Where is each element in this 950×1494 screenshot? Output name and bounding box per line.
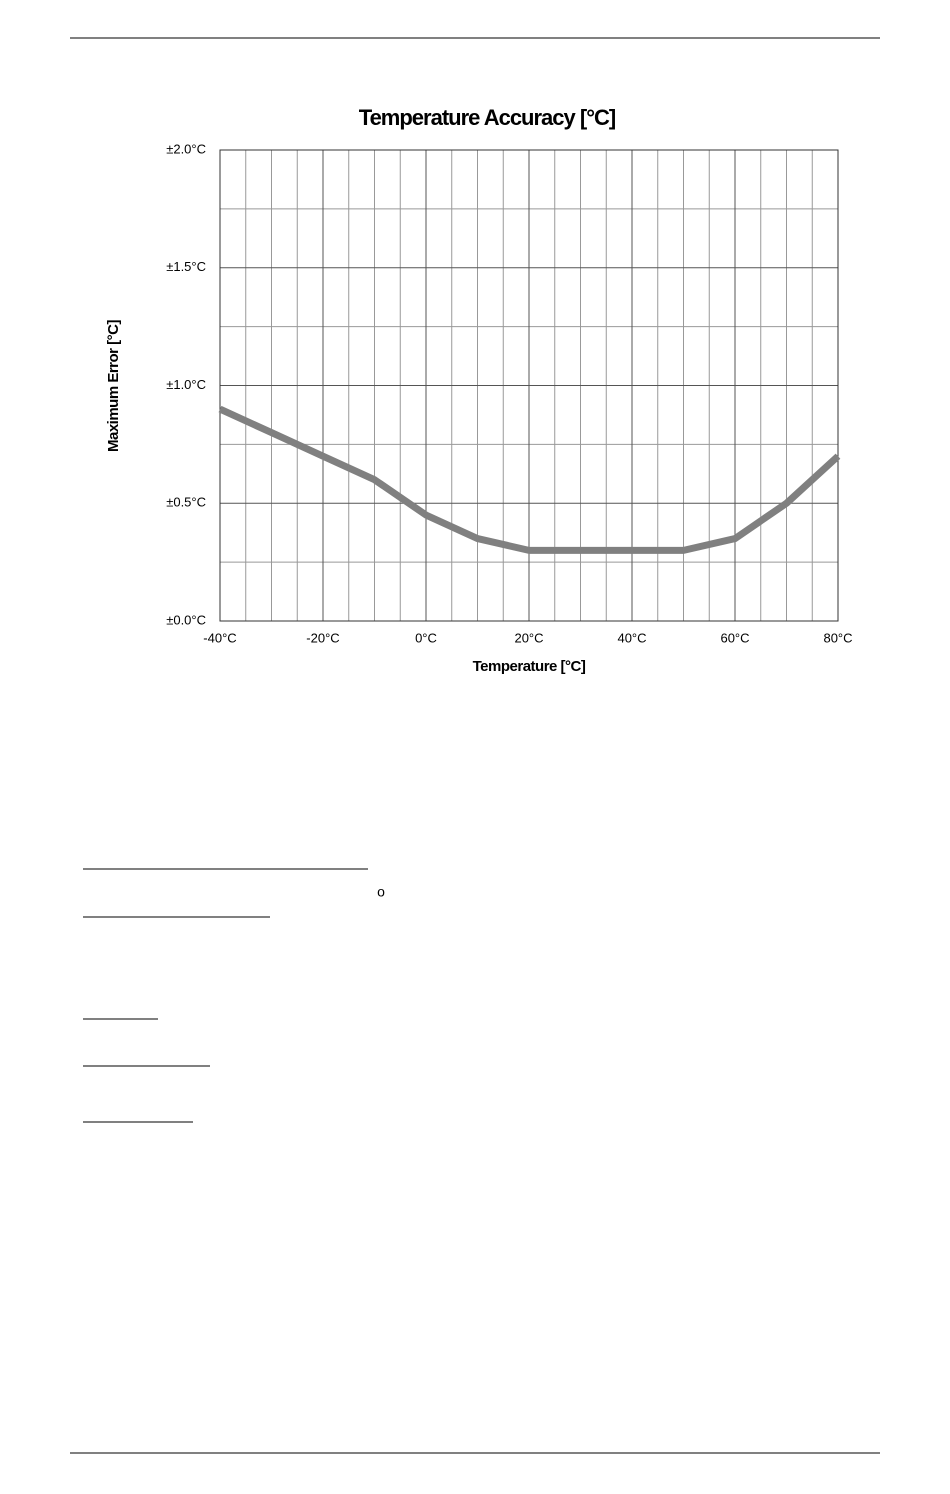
x-tick-label: -40°C [203, 630, 236, 645]
chart-title: Temperature Accuracy [°C] [359, 105, 616, 130]
x-tick-label: 80°C [823, 630, 852, 645]
y-tick-label: ±1.0°C [166, 377, 206, 392]
underlines [83, 868, 368, 1123]
x-tick-label: 0°C [415, 630, 437, 645]
x-tick-label: 60°C [720, 630, 749, 645]
x-tick-label: 40°C [617, 630, 646, 645]
x-axis-label: Temperature [°C] [473, 658, 586, 675]
x-tick-label: -20°C [306, 630, 339, 645]
y-tick-label: ±2.0°C [166, 141, 206, 156]
y-tick-label: ±0.5°C [166, 495, 206, 510]
y-axis-label: Maximum Error [°C] [105, 319, 122, 452]
y-tick-label: ±1.5°C [166, 259, 206, 274]
data-line [218, 405, 841, 554]
plot-frame [219, 149, 839, 622]
y-tick-label: ±0.0°C [166, 612, 206, 627]
x-tick-label: 20°C [514, 630, 543, 645]
text-fragment: o [377, 884, 385, 900]
